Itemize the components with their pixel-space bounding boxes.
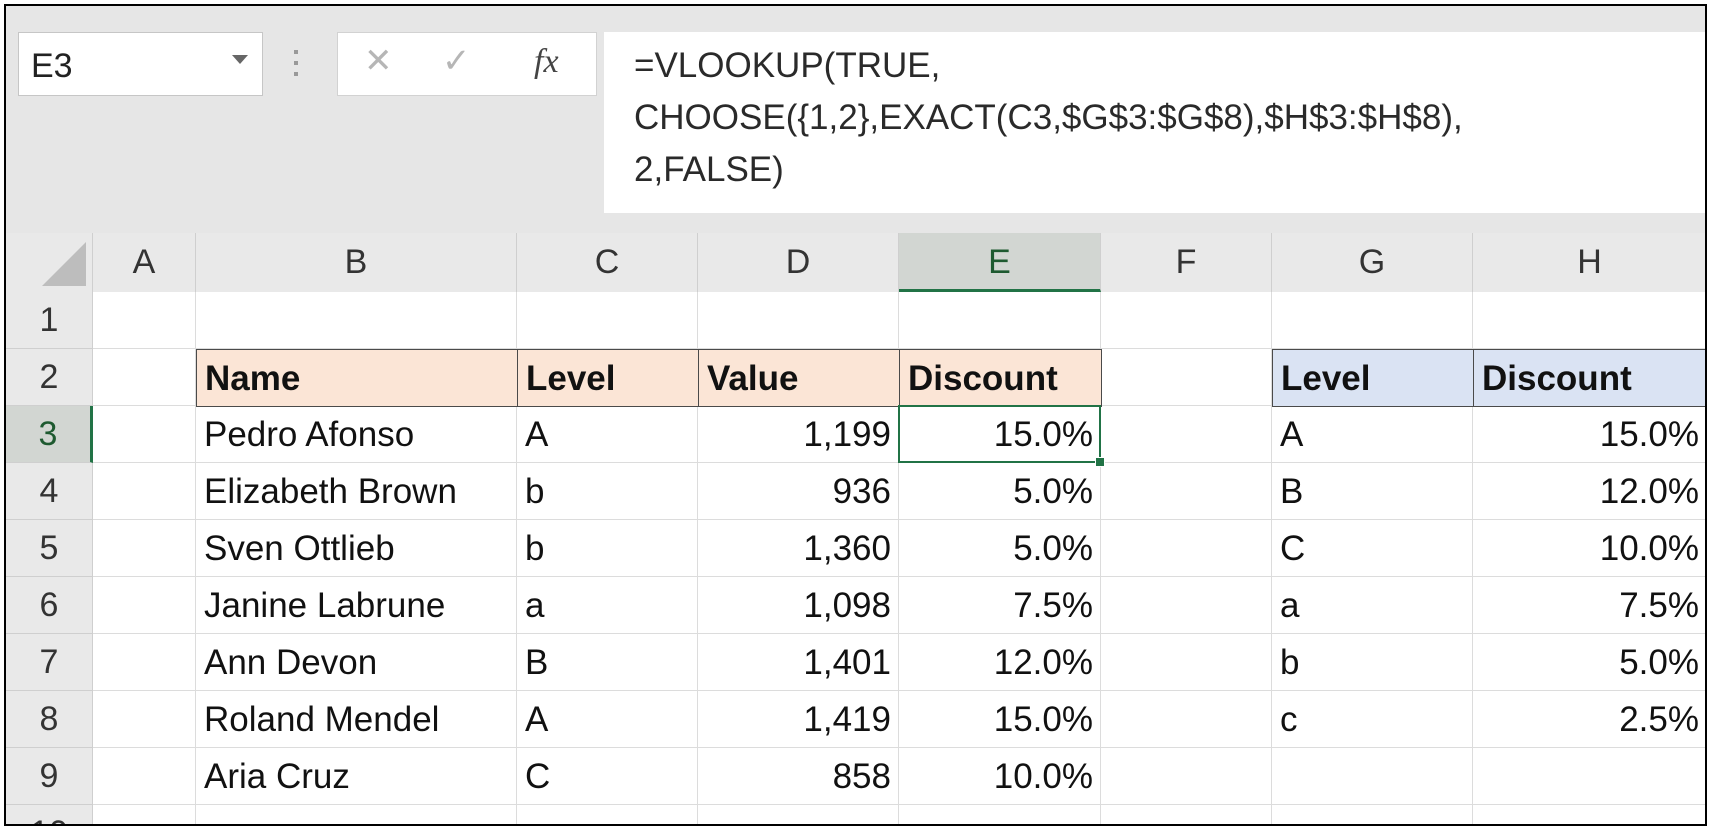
gridline [93, 747, 1705, 748]
row-header-4[interactable]: 4 [6, 463, 93, 520]
table-cell[interactable]: Sven Ottlieb [204, 529, 395, 568]
gridline [93, 576, 1705, 577]
table-cell[interactable]: Elizabeth Brown [204, 472, 457, 511]
table-cell[interactable]: A [525, 415, 549, 454]
name-box-value: E3 [31, 47, 73, 85]
gridline [93, 348, 1705, 349]
lookup-cell[interactable]: 2.5% [1619, 700, 1699, 739]
row-header-2[interactable]: 2 [6, 349, 93, 406]
table-cell[interactable]: 7.5% [1013, 586, 1093, 625]
table-cell[interactable]: C [525, 757, 551, 796]
column-header-d[interactable]: D [698, 233, 899, 292]
lookup-cell[interactable]: A [1280, 415, 1304, 454]
column-header-e[interactable]: E [899, 233, 1101, 292]
table-header-cell[interactable]: Discount [899, 349, 1102, 407]
name-box[interactable]: E3 [18, 32, 263, 96]
gridline [516, 292, 517, 824]
gridline [1100, 292, 1101, 824]
gridline [93, 804, 1705, 805]
table-cell[interactable]: 1,401 [803, 643, 891, 682]
table-cell[interactable]: a [525, 586, 545, 625]
row-header-9[interactable]: 9 [6, 748, 93, 805]
table-cell[interactable]: 858 [832, 757, 891, 796]
column-header-h[interactable]: H [1473, 233, 1705, 292]
gridline [898, 292, 899, 824]
lookup-cell[interactable]: 15.0% [1599, 415, 1699, 454]
table-cell[interactable]: 5.0% [1013, 529, 1093, 568]
lookup-cell[interactable]: C [1280, 529, 1306, 568]
column-header-c[interactable]: C [517, 233, 698, 292]
column-header-b[interactable]: B [196, 233, 517, 292]
column-header-g[interactable]: G [1272, 233, 1473, 292]
table-cell[interactable]: 10.0% [993, 757, 1093, 796]
gridline [195, 292, 196, 824]
select-all-button[interactable] [6, 233, 93, 292]
gridline [93, 519, 1705, 520]
lookup-cell[interactable]: B [1280, 472, 1304, 511]
table-cell[interactable]: Aria Cruz [204, 757, 350, 796]
table-cell[interactable]: Janine Labrune [204, 586, 446, 625]
table-cell[interactable]: 1,199 [803, 415, 891, 454]
grip-handle-icon[interactable] [294, 50, 298, 80]
row-header-7[interactable]: 7 [6, 634, 93, 691]
table-cell[interactable]: b [525, 529, 545, 568]
gridline [93, 633, 1705, 634]
table-cell[interactable]: 15.0% [993, 415, 1093, 454]
table-cell[interactable]: 15.0% [993, 700, 1093, 739]
insert-function-icon[interactable]: fx [534, 43, 559, 80]
table-cell[interactable]: Roland Mendel [204, 700, 440, 739]
column-header-a[interactable]: A [93, 233, 196, 292]
row-header-6[interactable]: 6 [6, 577, 93, 634]
row-header-5[interactable]: 5 [6, 520, 93, 577]
table-cell[interactable]: B [525, 643, 549, 682]
table-cell[interactable]: Pedro Afonso [204, 415, 415, 454]
row-header-8[interactable]: 8 [6, 691, 93, 748]
column-header-f[interactable]: F [1101, 233, 1272, 292]
active-cell-outline [898, 405, 1105, 467]
table-header-cell[interactable]: Value [698, 349, 900, 407]
gridline [1472, 292, 1473, 824]
gridline [1271, 292, 1272, 824]
table-cell[interactable]: 1,419 [803, 700, 891, 739]
lookup-cell[interactable]: 10.0% [1599, 529, 1699, 568]
row-header-10[interactable]: 10 [6, 805, 93, 824]
table-cell[interactable]: 936 [832, 472, 891, 511]
check-icon[interactable]: ✓ [442, 42, 471, 80]
lookup-cell[interactable]: 5.0% [1619, 643, 1699, 682]
lookup-cell[interactable]: c [1280, 700, 1298, 739]
formula-bar: E3 ✕ ✓ fx =VLOOKUP(TRUE, CHOOSE({1,2},EX… [6, 6, 1705, 233]
excel-window: E3 ✕ ✓ fx =VLOOKUP(TRUE, CHOOSE({1,2},EX… [4, 4, 1707, 826]
formula-line: 2,FALSE) [634, 150, 784, 189]
lookup-header-cell[interactable]: Level [1272, 349, 1474, 407]
gridline [1706, 292, 1707, 826]
lookup-cell[interactable]: a [1280, 586, 1300, 625]
table-cell[interactable]: Ann Devon [204, 643, 378, 682]
formula-buttons: ✕ ✓ fx [337, 32, 597, 96]
table-cell[interactable]: 1,098 [803, 586, 891, 625]
chevron-down-icon[interactable] [232, 55, 248, 64]
lookup-cell[interactable]: b [1280, 643, 1300, 682]
table-cell[interactable]: b [525, 472, 545, 511]
formula-line: =VLOOKUP(TRUE, [634, 46, 941, 85]
fill-handle[interactable] [1095, 457, 1105, 467]
lookup-cell[interactable]: 7.5% [1619, 586, 1699, 625]
formula-input[interactable]: =VLOOKUP(TRUE, CHOOSE({1,2},EXACT(C3,$G$… [604, 32, 1705, 213]
formula-line: CHOOSE({1,2},EXACT(C3,$G$3:$G$8),$H$3:$H… [634, 98, 1463, 137]
close-icon[interactable]: ✕ [364, 42, 393, 80]
lookup-cell[interactable]: 12.0% [1599, 472, 1699, 511]
lookup-header-cell[interactable]: Discount [1473, 349, 1705, 407]
table-header-cell[interactable]: Name [196, 349, 518, 407]
table-cell[interactable]: 5.0% [1013, 472, 1093, 511]
table-cell[interactable]: 1,360 [803, 529, 891, 568]
gridline [93, 690, 1705, 691]
row-header-3[interactable]: 3 [6, 406, 93, 463]
table-header-cell[interactable]: Level [517, 349, 699, 407]
table-cell[interactable]: A [525, 700, 549, 739]
row-header-1[interactable]: 1 [6, 292, 93, 349]
table-cell[interactable]: 12.0% [993, 643, 1093, 682]
gridline [697, 292, 698, 824]
